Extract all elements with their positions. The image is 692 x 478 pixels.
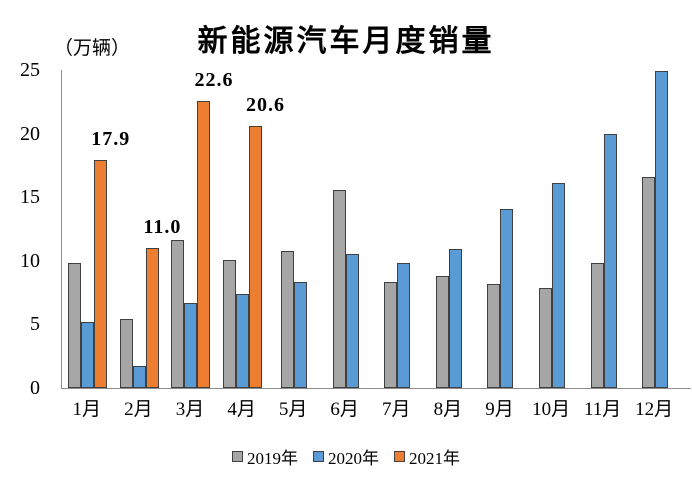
y-axis-label: 20 — [20, 122, 40, 145]
x-axis-label: 9月 — [485, 399, 514, 420]
bar-2020年-12月 — [655, 71, 669, 388]
bar-2020年-4月 — [236, 293, 250, 388]
bar-2019年-7月 — [384, 282, 398, 388]
legend-swatch-icon — [313, 450, 324, 462]
bar-2019年-10月 — [539, 287, 553, 388]
x-axis-label: 12月 — [635, 399, 674, 420]
legend-label: 2021年 — [409, 448, 460, 468]
y-axis-label: 25 — [20, 59, 40, 81]
x-axis-label: 1月 — [72, 399, 102, 420]
y-axis-label: 10 — [20, 249, 40, 272]
legend-label: 2019年 — [247, 448, 298, 468]
bar-2020年-2月 — [132, 366, 146, 388]
bar-2020年-8月 — [448, 249, 462, 388]
bar-data-label: 17.9 — [91, 128, 131, 151]
x-axis-label: 7月 — [382, 399, 411, 420]
legend: 2019年 2020年 2021年 — [0, 444, 692, 469]
legend-swatch-icon — [394, 450, 405, 462]
x-axis-label: 10月 — [532, 399, 571, 420]
x-axis-label: 8月 — [433, 399, 463, 420]
bar-data-label: 11.0 — [143, 216, 182, 239]
bar-2021年-3月 — [197, 100, 211, 388]
bar-2019年-2月 — [119, 319, 133, 388]
bar-2020年-10月 — [552, 183, 566, 388]
x-axis-line — [61, 388, 691, 389]
bar-2020年-6月 — [345, 254, 359, 388]
y-axis-unit-label: （万辆） — [54, 38, 131, 59]
bar-2020年-5月 — [294, 282, 308, 388]
legend-swatch-icon — [232, 450, 243, 462]
bar-2019年-3月 — [171, 240, 185, 388]
bar-2020年-9月 — [500, 208, 514, 388]
bar-2019年-1月 — [68, 263, 82, 388]
x-axis-label: 2月 — [124, 399, 153, 420]
legend-item-2020年: 2020年 — [313, 444, 379, 469]
y-axis-label: 0 — [30, 377, 40, 399]
y-axis-tick-labels: 0 5 10 15 20 25 — [0, 59, 50, 399]
bar-data-label: 20.6 — [246, 93, 286, 116]
bar-2019年-4月 — [223, 259, 237, 388]
bar-2020年-7月 — [397, 263, 411, 388]
bar-2020年-11月 — [603, 133, 617, 388]
x-axis-label: 6月 — [330, 399, 359, 420]
bar-2021年-2月 — [145, 248, 159, 388]
bar-2019年-5月 — [281, 250, 295, 388]
x-axis-label: 3月 — [175, 399, 205, 420]
bar-2021年-4月 — [249, 126, 263, 388]
bar-2019年-11月 — [590, 263, 604, 388]
x-axis-tick-labels: 1月 2月 3月 4月 5月 6月 7月 8月 9月 10月 11月 12月 — [61, 394, 680, 420]
x-axis-label: 5月 — [278, 399, 308, 420]
legend-item-2021年: 2021年 — [394, 444, 460, 469]
bar-2020年-1月 — [81, 321, 95, 388]
bar-2019年-8月 — [435, 276, 449, 388]
bar-2019年-12月 — [642, 176, 656, 388]
chart-title: 新能源汽车月度销量 — [197, 25, 495, 58]
x-axis-label: 11月 — [583, 399, 622, 420]
legend-label: 2020年 — [328, 448, 379, 468]
plot-area: 17.9 11.0 22.6 20.6 — [61, 68, 681, 388]
bar-2021年-1月 — [94, 160, 108, 388]
legend-item-2019年: 2019年 — [232, 444, 298, 469]
x-axis-label: 4月 — [227, 399, 256, 420]
y-axis-label: 5 — [30, 313, 40, 336]
bar-2020年-3月 — [184, 302, 198, 388]
bar-2019年-6月 — [332, 189, 346, 388]
y-axis-label: 15 — [20, 186, 40, 209]
bar-2019年-9月 — [487, 283, 501, 388]
bar-data-label: 22.6 — [194, 68, 234, 91]
